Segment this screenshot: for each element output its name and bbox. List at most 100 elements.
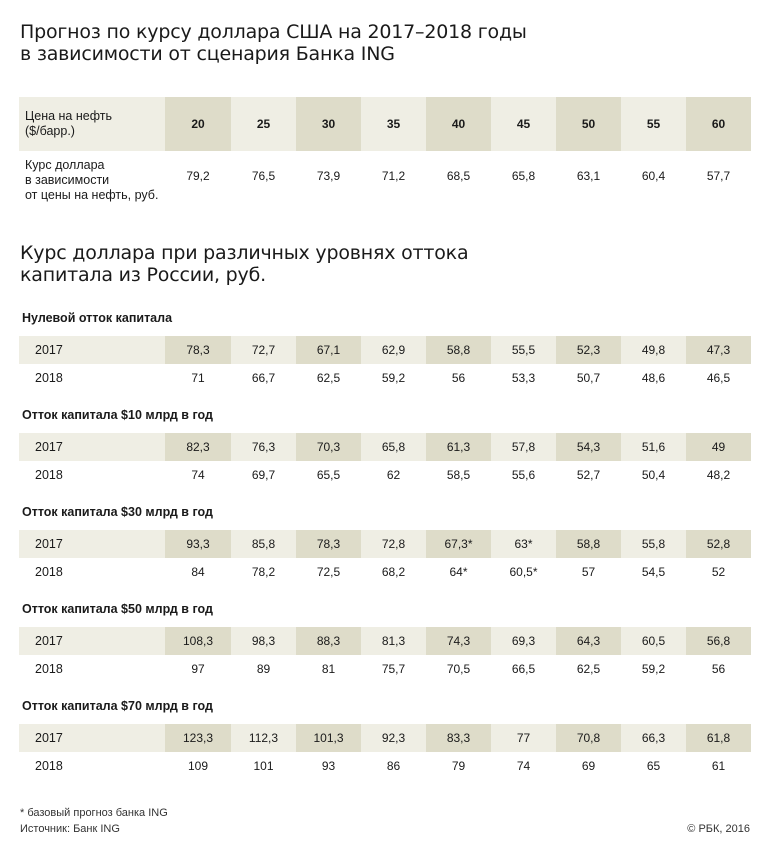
rate-value-cell: 66,7 <box>251 371 276 385</box>
year-label: 2018 <box>35 662 63 676</box>
year-label: 2017 <box>35 537 63 551</box>
rate-value-cell: 108,3 <box>165 627 231 655</box>
rate-value-cell: 62,9 <box>381 343 406 357</box>
rate-value-cell: 49,8 <box>641 343 666 357</box>
year-row-2017: 2017 93,3 85,8 78,3 72,8 67,3* 63* 58,8 55,8 52,8 <box>19 530 751 558</box>
rate-value-cell: 52 <box>711 565 726 579</box>
outflow-scenario-table: 2017 108,3 98,3 88,3 81,3 74,3 69,3 64,3 60,5 56,… <box>19 627 751 683</box>
rate-value-cell: 82,3 <box>165 433 231 461</box>
rate-value-cell: 56 <box>451 371 466 385</box>
year-row-2017: 2017 108,3 98,3 88,3 81,3 74,3 69,3 64,3 60,5 56,… <box>19 627 751 655</box>
rate-value-cell: 74 <box>191 468 205 482</box>
rate-value-cell: 71,2 <box>381 169 406 183</box>
rate-value-cell: 67,1 <box>296 336 361 364</box>
oil-price-cell: 20 <box>165 97 231 151</box>
rate-value-cell: 69,7 <box>251 468 276 482</box>
rate-value-cell: 59,2 <box>381 371 406 385</box>
rate-value-cell: 64,3 <box>556 627 621 655</box>
rate-value-cell: 83,3 <box>426 724 491 752</box>
rate-value-cell: 52,8 <box>686 530 751 558</box>
year-row-2017: 2017 82,3 76,3 70,3 65,8 61,3 57,8 54,3 51,6 49 <box>19 433 751 461</box>
rate-value-cell: 70,5 <box>446 662 471 676</box>
rate-value-cell: 73,9 <box>316 169 341 183</box>
rate-value-cell: 76,3 <box>251 440 276 454</box>
rate-value-cell: 58,8 <box>426 336 491 364</box>
outflow-scenario-label: Отток капитала $70 млрд в год <box>22 699 213 713</box>
rate-value-cell: 68,5 <box>446 169 471 183</box>
rate-value-cell: 98,3 <box>251 634 276 648</box>
rate-value-cell: 51,6 <box>641 440 666 454</box>
rate-value-cell: 81,3 <box>381 634 406 648</box>
year-row-2018: 2018 97 89 81 75,7 70,5 66,5 62,5 59,2 56 <box>19 655 751 683</box>
year-label: 2018 <box>35 371 63 385</box>
rate-value-cell: 55,6 <box>511 468 536 482</box>
rate-value-cell: 69,3 <box>511 634 536 648</box>
year-label: 2017 <box>35 634 63 648</box>
rate-value-cell: 65 <box>646 759 661 773</box>
oil-rate-row: Курс доллара в зависимости от цены на нефт… <box>19 151 751 209</box>
rate-value-cell: 85,8 <box>251 537 276 551</box>
rate-value-cell: 79 <box>451 759 466 773</box>
rate-value-cell: 62,5 <box>316 371 341 385</box>
rate-value-cell: 72,5 <box>316 565 341 579</box>
rate-value-cell: 74,3 <box>426 627 491 655</box>
outflow-scenario-table: 2017 82,3 76,3 70,3 65,8 61,3 57,8 54,3 51,6 49 20… <box>19 433 751 489</box>
outflow-scenario-label: Отток капитала $50 млрд в год <box>22 602 213 616</box>
rate-value-cell: 77 <box>516 731 531 745</box>
rate-value-cell: 56 <box>711 662 726 676</box>
oil-price-cell: 50 <box>556 97 621 151</box>
second-title: Курс доллара при различных уровнях отток… <box>20 242 469 286</box>
rate-value-cell: 86 <box>386 759 401 773</box>
year-row-2017: 2017 78,3 72,7 67,1 62,9 58,8 55,5 52,3 49,8 47,3 <box>19 336 751 364</box>
year-label: 2017 <box>35 343 63 357</box>
year-row-2017: 2017 123,3 112,3 101,3 92,3 83,3 77 70,8 66,3 61,… <box>19 724 751 752</box>
rate-value-cell: 69 <box>581 759 596 773</box>
rate-value-cell: 50,7 <box>576 371 601 385</box>
oil-header-label-line: Цена на нефть <box>25 109 112 123</box>
oil-rate-label-line: от цены на нефть, руб. <box>25 187 159 202</box>
source-note: Источник: Банк ING <box>20 823 120 835</box>
rate-value-cell: 47,3 <box>686 336 751 364</box>
rate-value-cell: 58,8 <box>556 530 621 558</box>
rate-value-cell: 52,3 <box>556 336 621 364</box>
rate-value-cell: 62,5 <box>576 662 601 676</box>
main-title-line-1: Прогноз по курсу доллара США на 2017–201… <box>20 21 527 43</box>
rate-value-cell: 65,8 <box>381 440 406 454</box>
rate-value-cell: 93 <box>321 759 336 773</box>
outflow-scenario-table: 2017 93,3 85,8 78,3 72,8 67,3* 63* 58,8 55,8 52,8… <box>19 530 751 586</box>
rate-value-cell: 60,5* <box>509 565 538 579</box>
oil-price-cell: 30 <box>296 97 361 151</box>
rate-value-cell: 63* <box>514 537 533 551</box>
main-title-line-2: в зависимости от сценария Банка ING <box>20 43 395 65</box>
year-row-2018: 2018 74 69,7 65,5 62 58,5 55,6 52,7 50,4 48,2 <box>19 461 751 489</box>
rate-value-cell: 65,8 <box>511 169 536 183</box>
rate-value-cell: 56,8 <box>686 627 751 655</box>
outflow-scenario-label: Отток капитала $30 млрд в год <box>22 505 213 519</box>
main-title: Прогноз по курсу доллара США на 2017–201… <box>20 21 527 65</box>
rate-value-cell: 49 <box>686 433 751 461</box>
rate-value-cell: 70,3 <box>296 433 361 461</box>
rate-value-cell: 109 <box>187 759 209 773</box>
rate-value-cell: 53,3 <box>511 371 536 385</box>
year-label: 2018 <box>35 565 63 579</box>
rate-value-cell: 81 <box>321 662 336 676</box>
rate-value-cell: 88,3 <box>296 627 361 655</box>
rate-value-cell: 89 <box>256 662 271 676</box>
rate-value-cell: 97 <box>191 662 205 676</box>
outflow-scenario-label: Отток капитала $10 млрд в год <box>22 408 213 422</box>
rate-value-cell: 62 <box>386 468 401 482</box>
rate-value-cell: 76,5 <box>251 169 276 183</box>
rate-value-cell: 64* <box>449 565 468 579</box>
year-row-2018: 2018 71 66,7 62,5 59,2 56 53,3 50,7 48,6 46,5 <box>19 364 751 392</box>
rate-value-cell: 78,2 <box>251 565 276 579</box>
rate-value-cell: 54,3 <box>556 433 621 461</box>
rate-value-cell: 66,5 <box>511 662 536 676</box>
rate-value-cell: 52,7 <box>576 468 601 482</box>
rate-value-cell: 84 <box>191 565 205 579</box>
rate-value-cell: 72,7 <box>251 343 276 357</box>
rate-value-cell: 61 <box>711 759 726 773</box>
rate-value-cell: 55,5 <box>511 343 536 357</box>
year-label: 2018 <box>35 468 63 482</box>
rate-value-cell: 75,7 <box>381 662 406 676</box>
rate-value-cell: 59,2 <box>641 662 666 676</box>
